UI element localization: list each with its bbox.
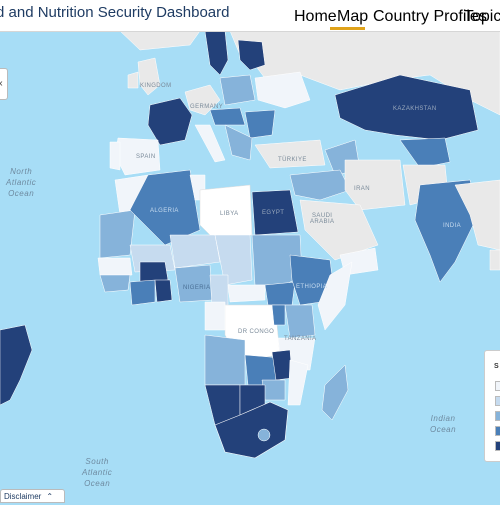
nav-home[interactable]: Home	[294, 8, 337, 25]
label-spain: SPAIN	[136, 154, 156, 160]
country-italy	[194, 124, 226, 163]
label-india: INDIA	[443, 223, 462, 229]
map-legend: S	[484, 350, 500, 462]
country-somalia	[317, 261, 353, 331]
legend-swatch-5	[495, 441, 500, 451]
label-saudi-arabia: SAUDI ARABIA	[310, 213, 335, 225]
label-iran: IRAN	[354, 186, 370, 192]
label-indian-ocean: Indian Ocean	[430, 414, 457, 434]
country-burkina-faso	[139, 261, 169, 283]
country-nigeria	[174, 264, 213, 303]
label-south-atlantic: South Atlantic Ocean	[82, 457, 113, 488]
legend-swatch-1	[495, 381, 500, 391]
country-finland	[237, 39, 266, 71]
choropleth-map[interactable]: North Atlantic Ocean South Atlantic Ocea…	[0, 30, 500, 500]
country-cote-divoire	[129, 279, 156, 306]
label-north-atlantic: North Atlantic Ocean	[6, 167, 37, 198]
map-svg[interactable]	[0, 30, 500, 500]
label-dr-congo: DR CONGO	[238, 329, 275, 335]
active-nav-indicator	[330, 27, 365, 30]
legend-swatch-2	[495, 396, 500, 406]
country-madagascar	[321, 364, 349, 421]
country-niger	[169, 234, 221, 269]
label-kazakhstan: KAZAKHSTAN	[393, 106, 437, 112]
chevron-up-icon: ⌃	[46, 491, 54, 501]
country-kenya	[284, 304, 316, 339]
country-gabon-congo	[204, 301, 226, 331]
country-ukraine	[254, 71, 311, 109]
country-south-sudan	[264, 281, 296, 306]
country-balkans	[224, 124, 253, 161]
chevron-left-icon: ‹	[0, 78, 3, 89]
label-nigeria: NIGERIA	[183, 285, 211, 291]
country-ireland	[127, 71, 139, 89]
country-guinea	[99, 274, 131, 293]
label-tanzania: TANZANIA	[284, 336, 317, 342]
country-chad	[214, 234, 253, 286]
country-iran	[344, 159, 406, 211]
nav-topics[interactable]: Topics▾	[464, 8, 500, 26]
country-austria-hungary	[209, 107, 246, 126]
land-east-asia	[454, 179, 500, 251]
country-brazil	[0, 324, 33, 406]
country-poland	[219, 74, 256, 106]
nav-map[interactable]: Map	[337, 8, 369, 25]
label-libya: LIBYA	[220, 211, 239, 217]
disclaimer-label: Disclaimer	[4, 491, 42, 501]
country-mozambique	[287, 359, 309, 406]
country-uk	[137, 57, 161, 96]
country-car	[227, 284, 266, 303]
panel-toggle-button[interactable]: ‹	[0, 68, 8, 100]
country-turkiye	[254, 139, 326, 169]
country-zimbabwe	[261, 379, 286, 401]
legend-title: S	[494, 363, 499, 370]
country-germany	[184, 84, 221, 116]
label-ethiopia: ETHIOPIA	[296, 284, 328, 290]
country-lesotho	[257, 428, 271, 442]
country-angola	[204, 334, 246, 386]
country-france	[147, 97, 193, 146]
dashboard-title: d and Nutrition Security Dashboard	[0, 4, 230, 21]
country-ghana	[154, 279, 173, 303]
nav-country-profiles[interactable]: Country Profiles	[373, 8, 487, 25]
label-algeria: ALGERIA	[150, 208, 179, 214]
label-germany: GERMANY	[190, 104, 224, 110]
label-egypt: EGYPT	[262, 210, 285, 216]
nav-topics-label: Topics	[464, 8, 500, 25]
country-central-asia	[399, 137, 451, 169]
legend-swatch-3	[495, 411, 500, 421]
country-south-africa	[214, 401, 289, 459]
country-cameroon	[209, 274, 229, 306]
country-iraq-syria	[289, 169, 351, 201]
top-navigation-bar: d and Nutrition Security Dashboard Home …	[0, 0, 500, 32]
legend-swatch-4	[495, 426, 500, 436]
country-egypt	[251, 189, 299, 236]
country-senegal	[97, 257, 133, 276]
country-portugal	[109, 141, 121, 171]
country-mauritania	[99, 209, 136, 259]
land-southeast-asia	[489, 249, 500, 271]
country-uganda	[271, 304, 286, 326]
label-turkiye: TÜRKIYE	[278, 157, 307, 163]
disclaimer-button[interactable]: Disclaimer ⌃	[0, 489, 65, 503]
country-romania	[244, 109, 276, 139]
label-kingdom: KINGDOM	[140, 83, 172, 89]
